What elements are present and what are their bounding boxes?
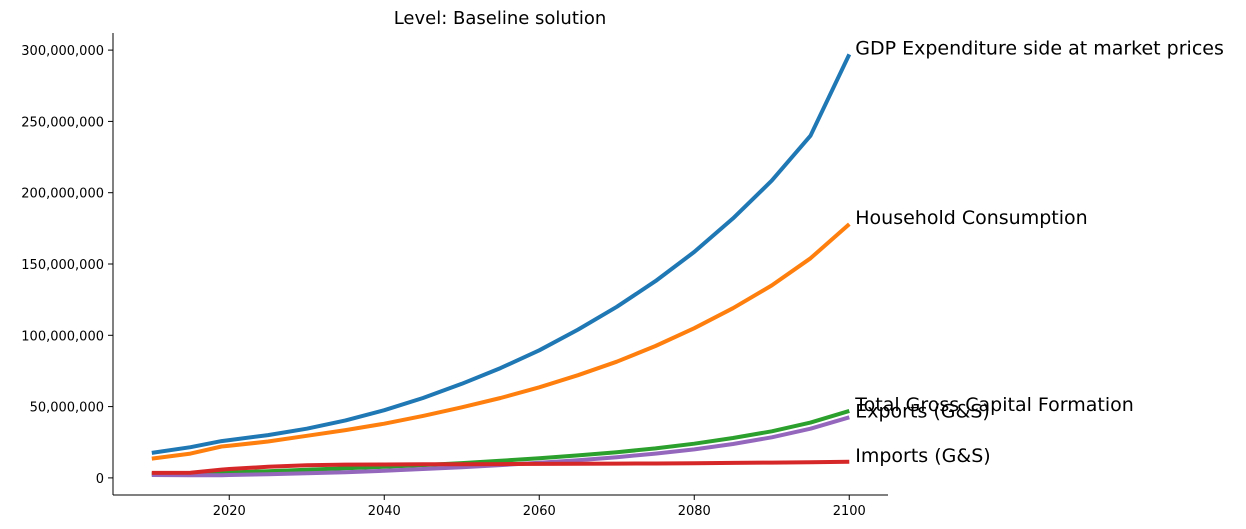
x-tick-label: 2060 (523, 504, 556, 519)
y-tick-label: 250,000,000 (21, 115, 104, 130)
series-label: Total Gross Capital Formation (854, 394, 1134, 416)
axes (112, 33, 888, 496)
series-label: Exports (G&S) (855, 400, 990, 422)
y-tick-label: 200,000,000 (21, 187, 104, 202)
y-tick-label: 50,000,000 (30, 401, 104, 416)
chart-title: Level: Baseline solution (394, 8, 607, 29)
x-ticks: 2020 2040 2060 2080 2100 (213, 495, 866, 519)
x-tick-label: 2100 (833, 504, 866, 519)
y-tick-label: 0 (96, 472, 104, 487)
y-tick-label: 300,000,000 (21, 44, 104, 59)
x-tick-label: 2040 (368, 504, 401, 519)
series-lines (151, 53, 852, 478)
series-label: Household Consumption (855, 207, 1087, 229)
series-labels: GDP Expenditure side at market prices Hou… (854, 37, 1224, 466)
y-ticks: 0 50,000,000 100,000,000 150,000,000 200,000… (21, 44, 113, 487)
y-tick-label: 150,000,000 (21, 258, 104, 273)
series-line (151, 222, 851, 461)
series-line (151, 53, 852, 455)
series-label: Imports (G&S) (855, 445, 990, 467)
series-line (151, 459, 850, 475)
series-line (151, 415, 850, 478)
x-tick-label: 2020 (213, 504, 246, 519)
x-tick-label: 2080 (678, 504, 711, 519)
series-label: GDP Expenditure side at market prices (855, 37, 1224, 59)
series-line (151, 408, 850, 476)
y-tick-label: 100,000,000 (21, 329, 104, 344)
